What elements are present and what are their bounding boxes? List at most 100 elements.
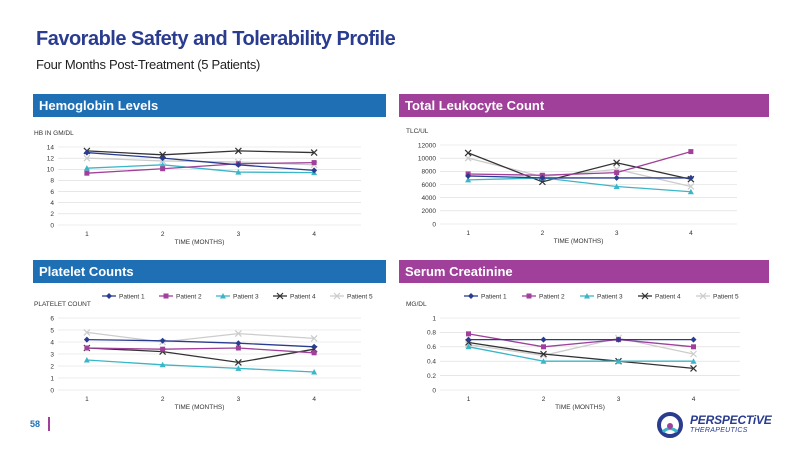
x-tick-label: 4 (312, 396, 316, 403)
y-tick-label: 4000 (422, 195, 437, 202)
x-tick-label: 4 (692, 396, 696, 403)
series-line (86, 151, 315, 172)
band-leukocyte: Total Leukocyte Count (399, 94, 769, 117)
y-tick-label: 0.4 (427, 359, 436, 366)
legend-marker (526, 293, 532, 299)
data-point (539, 174, 546, 181)
chart-creatinine-svg: MG/DL 0 0.2 0.4 0.6 0.8 1 1 2 3 4 TIME (MONTHS) Pati… (406, 292, 740, 411)
page-subtitle: Four Months Post-Treatment (5 Patients) (36, 57, 261, 72)
y-tick-label: 6 (50, 189, 54, 196)
data-point (311, 369, 318, 375)
data-point (83, 357, 90, 363)
data-point (687, 174, 694, 181)
y-tick-label: 0.8 (427, 330, 436, 337)
y-tick-label: 8000 (422, 169, 437, 176)
data-point (311, 350, 317, 356)
legend-label: Patient 4 (655, 293, 681, 300)
legend-label: Patient 2 (176, 293, 202, 300)
data-point (690, 350, 697, 358)
data-point (615, 336, 622, 343)
y-axis-label: MG/DL (406, 301, 427, 308)
data-point (83, 336, 90, 343)
series-line (86, 150, 315, 156)
series-4 (83, 147, 318, 159)
data-point (687, 188, 694, 195)
legend-marker (584, 293, 590, 299)
y-tick-label: 0 (50, 387, 54, 394)
x-tick-label: 1 (85, 396, 89, 403)
x-axis-label: TIME (MONTHS) (175, 239, 225, 246)
logo-mark-icon (657, 412, 683, 438)
x-axis-label: TIME (MONTHS) (555, 404, 605, 411)
y-tick-label: 6 (50, 315, 54, 322)
chart-platelet: PLATELET COUNT 0 1 2 3 4 5 6 1 2 3 4 TIME (MONTHS) Pa… (30, 288, 375, 418)
legend: Patient 1 Patient 2 Patient 3 Patient 4 Pati… (102, 292, 373, 300)
data-point (160, 166, 166, 172)
logo-name: PERSPECTiVE (690, 413, 772, 427)
band-platelet: Platelet Counts (33, 260, 386, 283)
data-point (159, 155, 166, 162)
data-point (160, 346, 166, 352)
data-point (84, 170, 90, 176)
series-3 (83, 161, 318, 176)
legend-label: Patient 2 (539, 293, 565, 300)
legend: Patient 1 Patient 2 Patient 3 Patient 4 Pati… (464, 292, 739, 300)
y-tick-label: 2000 (422, 208, 437, 215)
series-line (467, 152, 692, 183)
data-point (540, 336, 547, 343)
series-line (468, 150, 692, 176)
data-point (235, 169, 242, 175)
page-divider (48, 417, 50, 431)
y-axis-label: TLC/UL (406, 128, 429, 135)
page-title: Favorable Safety and Tolerability Profil… (36, 28, 396, 50)
data-point (83, 165, 90, 171)
band-hemoglobin: Hemoglobin Levels (33, 94, 386, 117)
series-3 (465, 343, 697, 364)
data-point (690, 358, 697, 364)
y-tick-label: 1 (432, 315, 436, 322)
legend-marker (641, 292, 649, 300)
y-tick-label: 0 (432, 387, 436, 394)
chart-creatinine: MG/DL 0 0.2 0.4 0.6 0.8 1 1 2 3 4 TIME (MONTHS) Pati… (402, 288, 752, 418)
x-tick-label: 3 (237, 396, 241, 403)
data-point (310, 149, 318, 156)
series-line (86, 331, 315, 343)
data-point (83, 328, 91, 336)
band-creatinine: Serum Creatinine (399, 260, 769, 283)
data-point (234, 147, 242, 155)
x-axis-label: TIME (MONTHS) (554, 238, 604, 245)
series-1 (465, 172, 694, 181)
data-point (311, 160, 317, 166)
data-point (159, 337, 166, 344)
series-line (86, 164, 315, 174)
chart-leukocyte-svg: TLC/UL 0 2000 4000 6000 8000 10000 12000 1 2 3 4 TIM… (406, 128, 737, 245)
legend-label: Patient 3 (597, 293, 623, 300)
data-point (691, 344, 696, 350)
data-point (613, 174, 620, 181)
legend-marker (106, 293, 112, 299)
data-point (687, 183, 695, 190)
data-point (235, 340, 242, 347)
y-tick-label: 5 (50, 327, 54, 334)
data-point (83, 154, 91, 162)
legend-label: Patient 5 (347, 293, 373, 300)
x-tick-label: 2 (541, 230, 545, 237)
y-tick-label: 10000 (418, 155, 436, 162)
y-tick-label: 0.6 (427, 344, 436, 351)
series-2 (84, 345, 317, 356)
data-point (159, 161, 166, 168)
data-point (614, 170, 620, 176)
series-line (86, 338, 315, 348)
company-logo: PERSPECTiVE THERAPEUTICS (656, 410, 776, 440)
series-1 (83, 149, 318, 174)
data-point (465, 172, 472, 179)
data-point (83, 149, 90, 156)
y-tick-label: 3 (50, 351, 54, 358)
chart-leukocyte: TLC/UL 0 2000 4000 6000 8000 10000 12000 1 2 3 4 TIM… (402, 122, 752, 252)
y-axis-label: PLATELET COUNT (34, 301, 91, 308)
x-tick-label: 4 (689, 230, 693, 237)
x-tick-label: 1 (467, 396, 471, 403)
data-point (159, 151, 167, 159)
x-tick-label: 3 (617, 396, 621, 403)
